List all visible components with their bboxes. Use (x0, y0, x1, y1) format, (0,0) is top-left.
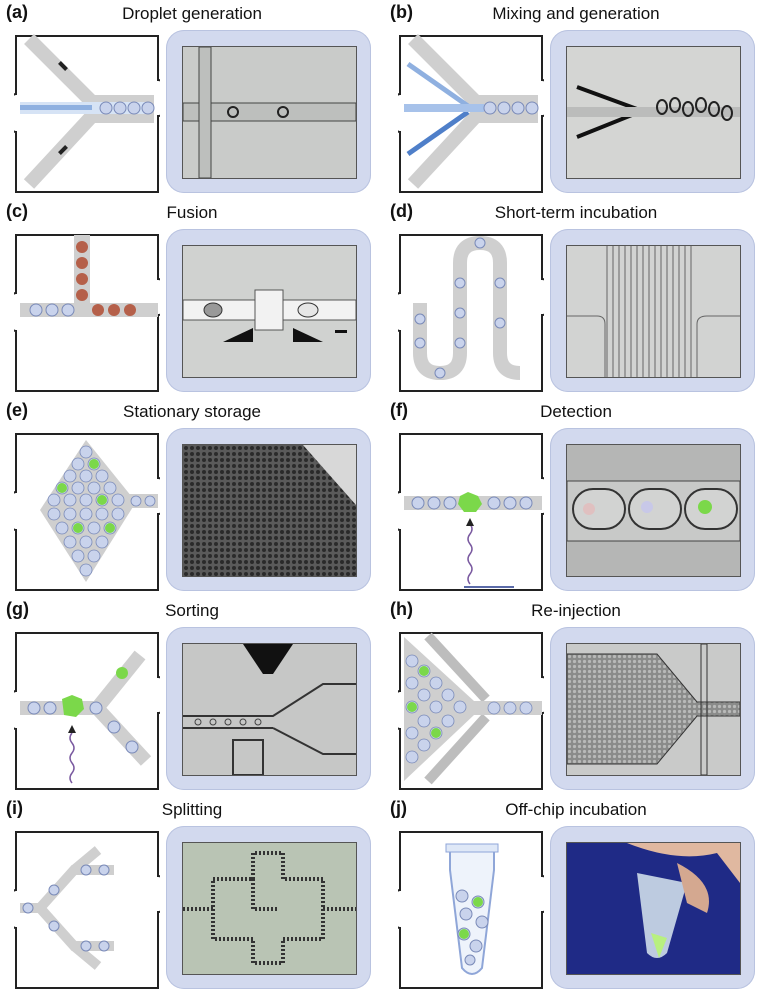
micrograph-image (182, 842, 357, 975)
puzzle-schematic-off-chip (398, 831, 544, 989)
micrograph-card (550, 428, 755, 591)
panel-letter: (f) (390, 400, 408, 420)
micrograph-card (550, 826, 755, 989)
puzzle-schematic-sorting (14, 632, 160, 790)
panel-e: (e) Stationary storage (0, 398, 384, 597)
panel-letter: (g) (6, 599, 29, 619)
panel-letter: (b) (390, 2, 413, 22)
puzzle-schematic-reinjection (398, 632, 544, 790)
micrograph-image (566, 46, 741, 179)
panel-letter: (j) (390, 798, 407, 818)
panel-title: Re-injection (531, 601, 621, 620)
micrograph-card (166, 826, 371, 989)
photo-tube-in-hand (566, 842, 741, 975)
puzzle-schematic-storage (14, 433, 160, 591)
micrograph-image (566, 444, 741, 577)
panel-g: (g) Sorting (0, 597, 384, 796)
panel-a: (a) Droplet generation (0, 0, 384, 199)
panel-title: Stationary storage (123, 402, 261, 421)
panel-j: (j) Off-chip incubation (384, 796, 768, 995)
panel-title: Splitting (161, 800, 223, 819)
panel-f: (f) Detection (384, 398, 768, 597)
micrograph-card (550, 229, 755, 392)
puzzle-schematic-detection (398, 433, 544, 591)
micrograph-card (166, 428, 371, 591)
panel-letter: (c) (6, 201, 28, 221)
micrograph-card (166, 229, 371, 392)
panel-title: Detection (540, 402, 612, 421)
panel-c: (c) Fusion (0, 199, 384, 398)
micrograph-image (566, 643, 741, 776)
panel-letter: (i) (6, 798, 23, 818)
panel-title: Off-chip incubation (505, 800, 647, 819)
puzzle-schematic-incubation (398, 234, 544, 392)
panel-title: Fusion (166, 203, 218, 222)
panel-d: (d) Short-term incubation (384, 199, 768, 398)
panel-letter: (d) (390, 201, 413, 221)
micrograph-image (566, 245, 741, 378)
panel-letter: (h) (390, 599, 413, 619)
panel-title: Mixing and generation (492, 4, 660, 23)
panel-title: Sorting (165, 601, 219, 620)
micrograph-image (182, 46, 357, 179)
puzzle-schematic-droplet-generation (14, 34, 160, 193)
panel-i: (i) Splitting (0, 796, 384, 995)
puzzle-schematic-mixing (398, 34, 544, 193)
panel-h: (h) Re-injection (384, 597, 768, 796)
micrograph-image (182, 444, 357, 577)
panel-title: Droplet generation (122, 4, 262, 23)
micrograph-card (550, 30, 755, 193)
panel-letter: (e) (6, 400, 28, 420)
micrograph-image (182, 245, 357, 378)
micrograph-card (166, 30, 371, 193)
micrograph-card (550, 627, 755, 790)
panel-title: Short-term incubation (494, 203, 658, 222)
micrograph-image (182, 643, 357, 776)
puzzle-schematic-fusion (14, 234, 160, 392)
micrograph-card (166, 627, 371, 790)
panel-b: (b) Mixing and generation (384, 0, 768, 199)
puzzle-schematic-splitting (14, 831, 160, 989)
panel-letter: (a) (6, 2, 28, 22)
